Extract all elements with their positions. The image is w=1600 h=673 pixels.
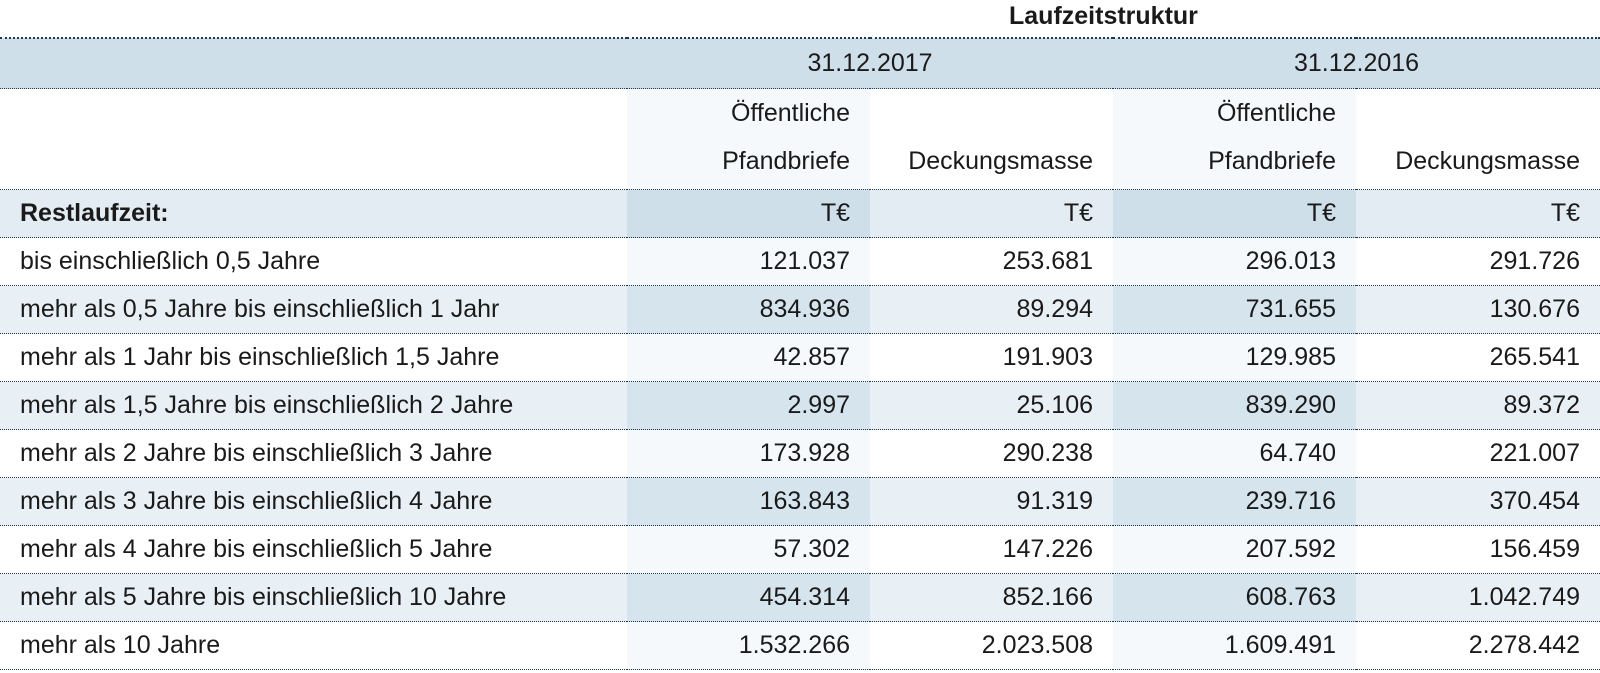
value-cell: 296.013 <box>1113 237 1356 286</box>
column-header-line: Öffentliche <box>730 99 850 127</box>
date-header-2016: 31.12.2016 <box>1113 37 1600 89</box>
unit-cell: T€ <box>1356 189 1600 238</box>
column-header-deckungsmasse-2016: Deckungsmasse <box>1356 88 1600 190</box>
table-row: mehr als 10 Jahre 1.532.266 2.023.508 1.609… <box>0 621 1600 670</box>
value-cell: 2.023.508 <box>870 621 1113 670</box>
value-cell: 290.238 <box>870 429 1113 478</box>
value-cell: 1.609.491 <box>1113 621 1356 670</box>
value-cell: 265.541 <box>1356 333 1600 382</box>
column-header-blank <box>0 88 627 190</box>
value-cell: 163.843 <box>627 477 870 526</box>
value-cell: 608.763 <box>1113 573 1356 622</box>
maturity-table: 31.12.2017 31.12.2016 Öffentliche Pfandbr… <box>0 37 1600 670</box>
column-header-line: Deckungsmasse <box>1395 147 1580 175</box>
value-cell: 370.454 <box>1356 477 1600 526</box>
row-label: mehr als 1 Jahr bis einschließlich 1,5 J… <box>0 333 627 382</box>
date-header-row: 31.12.2017 31.12.2016 <box>0 37 1600 89</box>
value-cell: 156.459 <box>1356 525 1600 574</box>
value-cell: 2.278.442 <box>1356 621 1600 670</box>
table-title-bar: Laufzeitstruktur <box>0 0 1600 36</box>
value-cell: 89.294 <box>870 285 1113 334</box>
row-label: mehr als 4 Jahre bis einschließlich 5 Ja… <box>0 525 627 574</box>
table-title: Laufzeitstruktur <box>1009 2 1198 30</box>
row-label: mehr als 1,5 Jahre bis einschließlich 2 … <box>0 381 627 430</box>
row-label: mehr als 3 Jahre bis einschließlich 4 Ja… <box>0 477 627 526</box>
table-row: bis einschließlich 0,5 Jahre 121.037 253.6… <box>0 237 1600 286</box>
value-cell: 207.592 <box>1113 525 1356 574</box>
table-row: mehr als 1,5 Jahre bis einschließlich 2 … <box>0 381 1600 430</box>
unit-cell: T€ <box>870 189 1113 238</box>
value-cell: 852.166 <box>870 573 1113 622</box>
value-cell: 147.226 <box>870 525 1113 574</box>
value-cell: 253.681 <box>870 237 1113 286</box>
table-row: mehr als 0,5 Jahre bis einschließlich 1 … <box>0 285 1600 334</box>
value-cell: 1.532.266 <box>627 621 870 670</box>
value-cell: 834.936 <box>627 285 870 334</box>
value-cell: 64.740 <box>1113 429 1356 478</box>
value-cell: 121.037 <box>627 237 870 286</box>
value-cell: 291.726 <box>1356 237 1600 286</box>
column-header-deckungsmasse-2017: Deckungsmasse <box>870 88 1113 190</box>
value-cell: 221.007 <box>1356 429 1600 478</box>
value-cell: 130.676 <box>1356 285 1600 334</box>
value-cell: 731.655 <box>1113 285 1356 334</box>
table-row: mehr als 4 Jahre bis einschließlich 5 Ja… <box>0 525 1600 574</box>
column-header-pfandbriefe-2016: Öffentliche Pfandbriefe <box>1113 88 1356 190</box>
unit-cell: T€ <box>1113 189 1356 238</box>
value-cell: 129.985 <box>1113 333 1356 382</box>
maturity-table-body: 31.12.2017 31.12.2016 Öffentliche Pfandbr… <box>0 37 1600 670</box>
table-row: mehr als 1 Jahr bis einschließlich 1,5 J… <box>0 333 1600 382</box>
value-cell: 1.042.749 <box>1356 573 1600 622</box>
table-row: mehr als 2 Jahre bis einschließlich 3 Ja… <box>0 429 1600 478</box>
value-cell: 57.302 <box>627 525 870 574</box>
row-label: mehr als 0,5 Jahre bis einschließlich 1 … <box>0 285 627 334</box>
table-row: mehr als 3 Jahre bis einschließlich 4 Ja… <box>0 477 1600 526</box>
value-cell: 191.903 <box>870 333 1113 382</box>
date-header-2017: 31.12.2017 <box>627 37 1113 89</box>
value-cell: 91.319 <box>870 477 1113 526</box>
date-header-blank <box>0 37 627 89</box>
restlaufzeit-label: Restlaufzeit: <box>0 189 627 238</box>
column-header-row: Öffentliche Pfandbriefe Deckungsmasse Öff… <box>0 88 1600 190</box>
column-header-line: Öffentliche <box>1216 99 1336 127</box>
row-label: bis einschließlich 0,5 Jahre <box>0 237 627 286</box>
value-cell: 25.106 <box>870 381 1113 430</box>
column-header-line: Pfandbriefe <box>1208 147 1336 175</box>
row-label: mehr als 2 Jahre bis einschließlich 3 Ja… <box>0 429 627 478</box>
table-row: mehr als 5 Jahre bis einschließlich 10 J… <box>0 573 1600 622</box>
row-label: mehr als 5 Jahre bis einschließlich 10 J… <box>0 573 627 622</box>
value-cell: 42.857 <box>627 333 870 382</box>
unit-row: Restlaufzeit: T€ T€ T€ T€ <box>0 189 1600 238</box>
row-label: mehr als 10 Jahre <box>0 621 627 670</box>
column-header-line: Pfandbriefe <box>722 147 850 175</box>
column-header-line: Deckungsmasse <box>908 147 1093 175</box>
unit-cell: T€ <box>627 189 870 238</box>
value-cell: 173.928 <box>627 429 870 478</box>
column-header-pfandbriefe-2017: Öffentliche Pfandbriefe <box>627 88 870 190</box>
value-cell: 839.290 <box>1113 381 1356 430</box>
value-cell: 239.716 <box>1113 477 1356 526</box>
value-cell: 454.314 <box>627 573 870 622</box>
value-cell: 2.997 <box>627 381 870 430</box>
value-cell: 89.372 <box>1356 381 1600 430</box>
